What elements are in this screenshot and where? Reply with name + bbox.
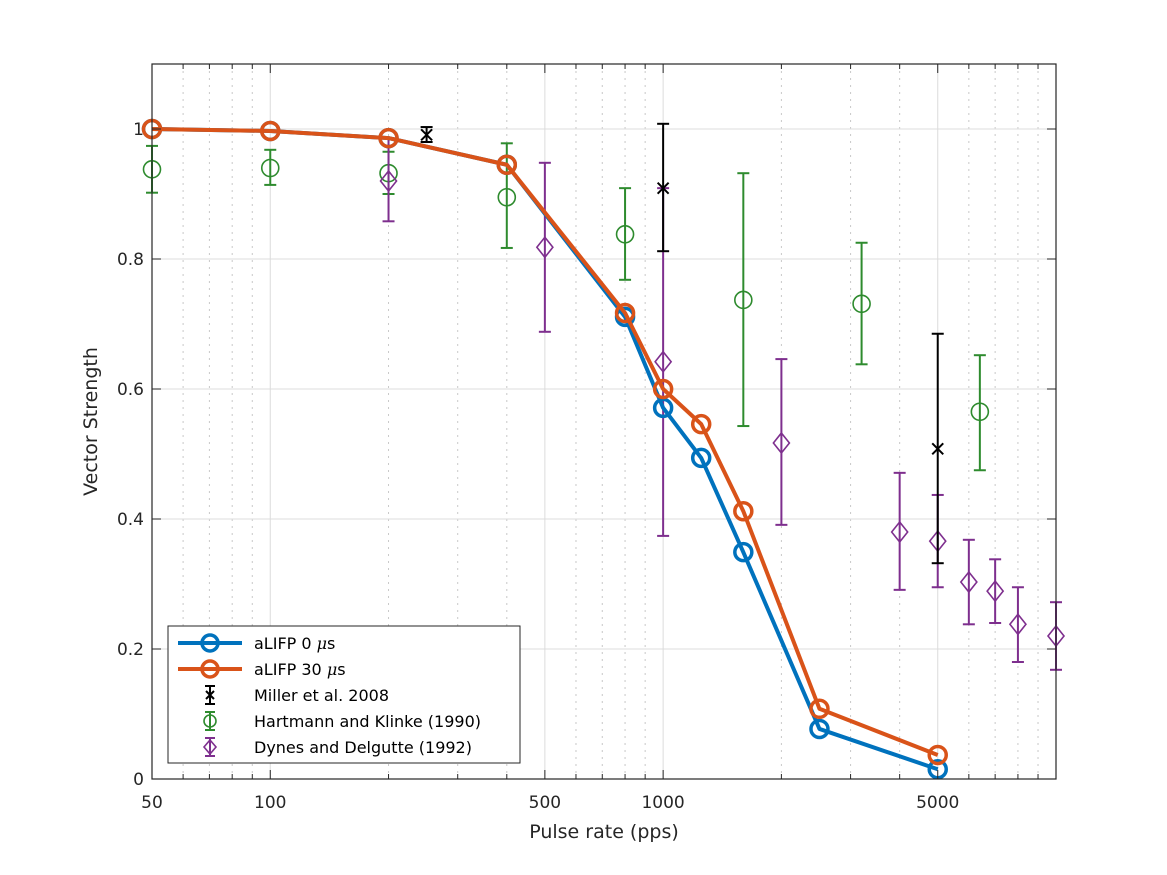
data-point: [690, 413, 712, 435]
x-tick-label: 50: [141, 793, 163, 813]
x-tick-label: 5000: [916, 793, 959, 813]
y-tick-label: 0.2: [117, 640, 144, 660]
data-point: [690, 447, 712, 469]
legend-item: aLIFP 30 μs: [178, 659, 346, 679]
y-axis-label: Vector Strength: [80, 347, 102, 496]
data-point: [614, 302, 636, 324]
data-point: [615, 225, 635, 244]
data-point: [496, 154, 518, 175]
y-tick-label: 0.4: [117, 510, 144, 530]
data-point: [959, 570, 978, 594]
data-point: [970, 402, 990, 422]
data-point: [260, 120, 281, 142]
y-tick-label: 0.6: [117, 380, 144, 400]
x-tick-label: 500: [529, 793, 561, 813]
series-layer: [141, 118, 1066, 780]
data-point: [733, 541, 754, 563]
data-point: [260, 158, 280, 178]
series-3: [142, 142, 990, 472]
legend-label: Miller et al. 2008: [254, 686, 389, 705]
x-tick-label: 1000: [641, 793, 684, 813]
data-point: [890, 520, 909, 544]
data-point: [931, 442, 944, 456]
data-point: [1008, 613, 1027, 636]
legend-marker: [200, 659, 220, 679]
data-point: [656, 181, 670, 195]
data-point: [734, 290, 753, 310]
legend-label: aLIFP 30 μs: [254, 660, 346, 679]
data-point: [852, 294, 871, 314]
data-point: [379, 169, 398, 193]
data-point: [809, 718, 830, 740]
series-2: [420, 122, 944, 565]
y-tick-label: 0: [133, 770, 144, 790]
axes-box: [151, 63, 1057, 780]
data-point: [772, 431, 791, 455]
legend-item: Hartmann and Klinke (1990): [203, 711, 481, 731]
legend-item: Miller et al. 2008: [205, 685, 389, 705]
data-point: [733, 500, 754, 522]
legend-marker: [203, 714, 217, 728]
legend-label: aLIFP 0 μs: [254, 634, 335, 653]
y-tick-label: 1: [133, 120, 144, 140]
data-point: [809, 698, 830, 720]
x-tick-label: 100: [254, 793, 286, 813]
legend-item: aLIFP 0 μs: [178, 633, 335, 653]
ticks: 50 100 500 1000 5000 0 0.2 0.4 0.6 0.8 1: [117, 64, 1057, 813]
data-point: [652, 378, 674, 400]
x-axis-label: Pulse rate (pps): [529, 821, 679, 843]
legend-marker: [202, 738, 218, 756]
legend-label: Hartmann and Klinke (1990): [254, 712, 481, 731]
legend-label: Dynes and Delgutte (1992): [254, 738, 472, 757]
axes: [151, 63, 1057, 780]
y-tick-label: 0.8: [117, 250, 144, 270]
data-point: [378, 127, 399, 149]
legend-box: [167, 625, 521, 764]
data-point: [420, 128, 433, 142]
data-point: [654, 350, 673, 373]
legend: aLIFP 0 μs aLIFP 30 μs Miller et al. 2008 H…: [167, 625, 521, 764]
legend-marker: [205, 690, 215, 700]
data-point: [986, 579, 1005, 603]
data-point: [497, 187, 517, 207]
legend-item: Dynes and Delgutte (1992): [202, 737, 472, 757]
data-point: [927, 744, 948, 766]
data-point: [535, 236, 554, 259]
legend-marker: [200, 633, 220, 653]
series-line: [151, 127, 939, 757]
data-point: [652, 397, 674, 419]
